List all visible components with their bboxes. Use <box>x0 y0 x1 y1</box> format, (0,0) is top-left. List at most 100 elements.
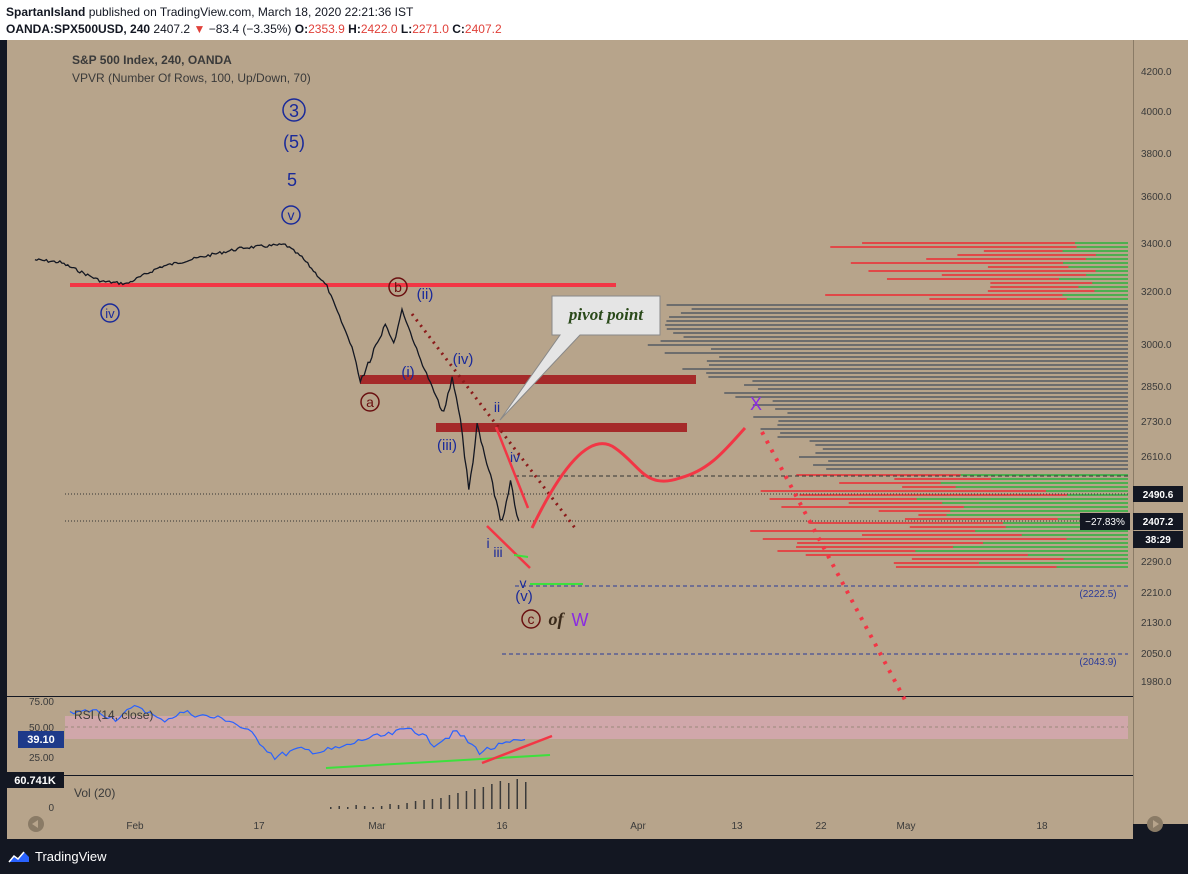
vpvr-row <box>862 242 1128 244</box>
time-tick: 13 <box>731 821 743 832</box>
high-label: H: <box>348 22 361 36</box>
price-axis-ticks: 4200.0 4000.0 3800.0 3600.0 3400.0 3200.0 3000… <box>1141 67 1172 688</box>
vpvr-row <box>805 554 1128 556</box>
countdown-badge: 38:29 <box>1145 535 1171 546</box>
volume-bars <box>330 779 527 809</box>
scroll-right-button[interactable] <box>1147 816 1163 832</box>
vpvr-row <box>708 376 1128 378</box>
vpvr-row-up <box>1027 554 1128 556</box>
vpvr-row <box>941 274 1128 276</box>
symbol-label: OANDA:SPX500USD, 240 <box>6 22 151 36</box>
vpvr-row <box>861 534 1128 536</box>
projected-drop <box>760 431 907 701</box>
vpvr-row-up <box>1066 538 1128 540</box>
vpvr-row <box>710 348 1128 350</box>
volume-bar <box>397 805 400 809</box>
volume-bar <box>347 807 349 809</box>
rsi-band <box>65 716 1128 739</box>
price-tick: 2610.0 <box>1141 452 1172 463</box>
price-tick: 3400.0 <box>1141 239 1172 250</box>
vpvr-row <box>735 396 1128 398</box>
open-value: 2353.9 <box>308 22 345 36</box>
volume-bar <box>516 779 518 809</box>
green-mark-1 <box>513 554 529 558</box>
dotted-trendline <box>410 313 577 529</box>
vpvr-indicator-label[interactable]: VPVR (Number Of Rows, 100, Up/Down, 70) <box>72 71 311 85</box>
rsi-tick-50: 50.00 <box>29 723 54 734</box>
vpvr-row <box>911 558 1128 560</box>
vpvr-row <box>772 400 1128 402</box>
chevron-right-icon <box>1153 820 1159 828</box>
vpvr-row <box>799 494 1128 496</box>
vpvr-row <box>708 364 1128 366</box>
volume-bar <box>355 805 357 809</box>
author-name[interactable]: SpartanIsland <box>6 5 86 19</box>
vpvr-row <box>691 308 1128 310</box>
vpvr-row <box>809 522 1128 524</box>
volume-bar <box>525 782 527 809</box>
vpvr-row <box>868 270 1128 272</box>
vpvr-row-up <box>1063 262 1128 264</box>
last-price: 2407.2 <box>153 22 191 36</box>
vpvr-row <box>813 464 1128 466</box>
vpvr-row-up <box>983 542 1128 544</box>
time-axis-ticks: Feb 17 Mar 16 Apr 13 22 May 18 <box>126 821 1048 832</box>
volume-tick-0: 0 <box>48 803 54 814</box>
vpvr-row-up <box>1062 294 1128 296</box>
price-series[interactable] <box>34 243 520 522</box>
vpvr-row <box>664 352 1128 354</box>
rsi-tick-75: 75.00 <box>29 697 54 708</box>
rsi-series[interactable] <box>69 704 526 761</box>
volume-bar <box>440 798 442 809</box>
time-axis[interactable] <box>7 812 1133 839</box>
vpvr-row <box>757 388 1128 390</box>
vpvr-row <box>850 262 1128 264</box>
volume-bar <box>457 793 459 809</box>
time-tick: Feb <box>126 821 144 832</box>
price-tick: 2290.0 <box>1141 557 1172 568</box>
vpvr-row <box>719 356 1128 358</box>
close-value: 2407.2 <box>464 22 502 36</box>
vpvr-row <box>669 316 1128 318</box>
vpvr-row-up <box>1085 258 1128 260</box>
vpvr-row <box>987 290 1128 292</box>
vpvr-row <box>828 460 1128 462</box>
vpvr-row <box>926 258 1128 260</box>
last-price-badge: 2407.2 <box>1143 517 1174 528</box>
vpvr-row <box>822 448 1128 450</box>
tradingview-brand[interactable]: TradingView <box>8 849 107 864</box>
volume-label[interactable]: Vol (20) <box>74 786 115 800</box>
time-tick: Apr <box>630 821 646 832</box>
vpvr-row-up <box>1066 298 1128 300</box>
wave-label-3: 3 <box>289 101 299 121</box>
price-axis[interactable] <box>1133 40 1188 824</box>
vpvr-row-up <box>1005 526 1128 528</box>
volume-bar <box>465 791 468 809</box>
vpvr-row <box>904 518 1128 520</box>
vpvr-row <box>706 360 1128 362</box>
rsi-label[interactable]: RSI (14, close) <box>74 708 153 722</box>
vpvr-row <box>762 538 1128 540</box>
vpvr-row <box>760 428 1128 430</box>
scroll-left-button[interactable] <box>28 816 44 832</box>
vpvr-row <box>990 282 1128 284</box>
vpvr-row-up <box>1059 278 1128 280</box>
volume-bar <box>389 804 391 809</box>
volume-bar <box>372 807 374 809</box>
high-value: 2422.0 <box>360 22 398 36</box>
projected-path <box>530 426 747 529</box>
low-value: 2271.0 <box>412 22 449 36</box>
wave-line-2 <box>486 525 531 569</box>
prev-close-badge: 2490.6 <box>1143 490 1174 501</box>
wave-label-i: i <box>486 535 489 551</box>
vpvr-row <box>797 542 1128 544</box>
vpvr-row-up <box>1045 490 1128 492</box>
wave-label-ii-paren: (ii) <box>417 286 434 303</box>
chevron-left-icon <box>32 820 38 828</box>
vpvr-row <box>673 332 1128 334</box>
price-tick: 2130.0 <box>1141 618 1172 629</box>
chart-canvas[interactable]: pivot point 3 (5) 5 v iv b (ii) (i) (iv)… <box>0 40 1188 840</box>
vpvr-row-up <box>953 546 1128 548</box>
wave-label-ii: ii <box>494 399 500 415</box>
vpvr-row <box>787 412 1128 414</box>
